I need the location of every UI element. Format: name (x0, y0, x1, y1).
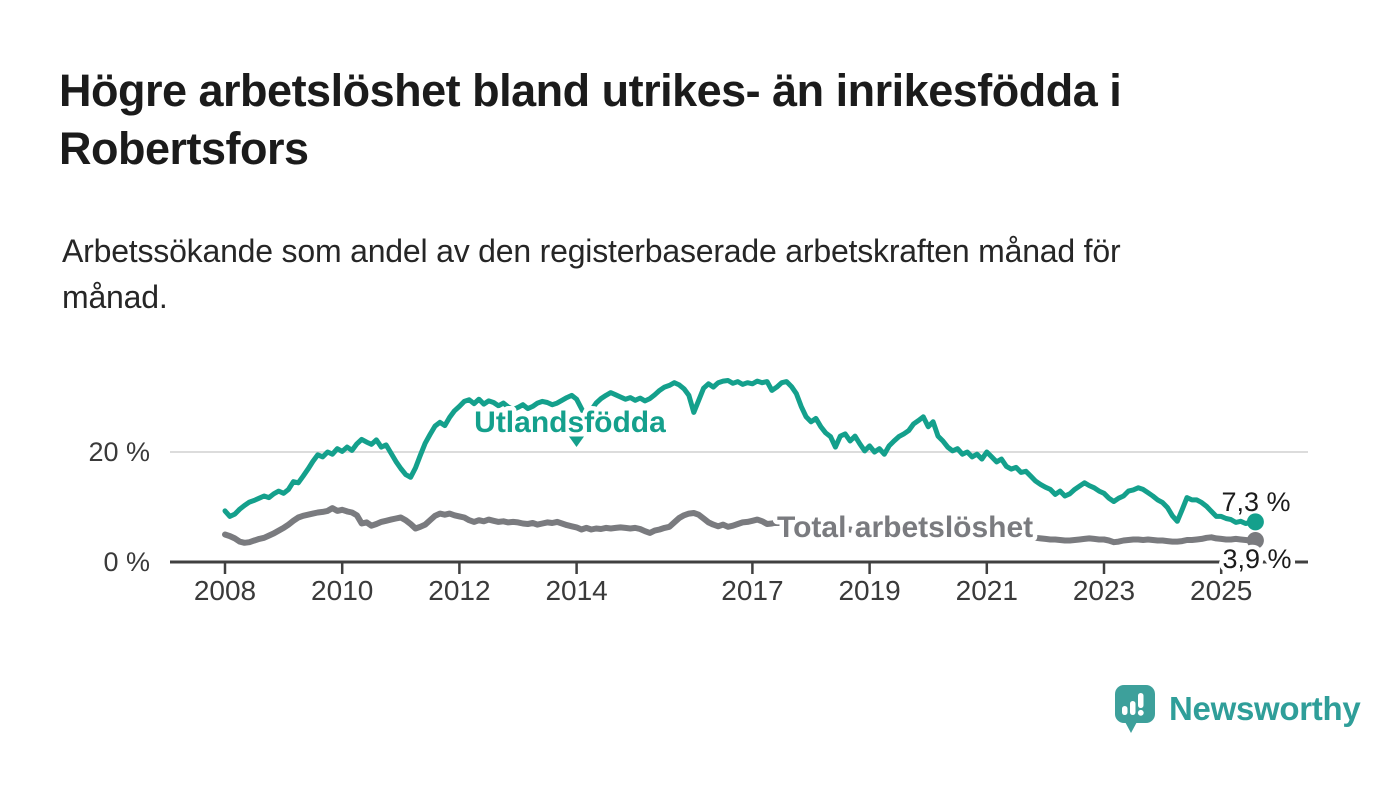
chart-title: Högre arbetslöshet bland utrikes- än inr… (59, 62, 1122, 178)
line-utlandsfodda (222, 378, 1258, 526)
x-axis-tick-label-2025: 2025 (1190, 575, 1252, 606)
x-axis (170, 560, 1308, 574)
x-axis-labels: 2008 2010 2012 2014 2017 2019 2021 2023 2025 (194, 575, 1252, 606)
x-axis-tick-label-2010: 2010 (311, 575, 373, 606)
end-value-label-utlandsfodda: 7,3 % (1221, 487, 1290, 517)
end-value-label-total: 3,9 % (1222, 544, 1291, 574)
chart-title-line-2: Robertsfors (59, 123, 309, 174)
chart-title-line-1: Högre arbetslöshet bland utrikes- än inr… (59, 65, 1122, 116)
x-axis-tick-label-2019: 2019 (838, 575, 900, 606)
end-dot-utlandsfodda (1246, 513, 1264, 531)
series-label-caret-down-icon (569, 436, 584, 447)
chart-subtitle: Arbetssökande som andel av den registerb… (62, 228, 1121, 320)
newsworthy-logo-text: Newsworthy (1169, 690, 1361, 727)
chart-subtitle-line-2: månad. (62, 279, 168, 315)
x-axis-tick-label-2012: 2012 (428, 575, 490, 606)
x-axis-tick-label-2014: 2014 (545, 575, 607, 606)
series-label-utlandsfodda: Utlandsfödda (474, 406, 666, 439)
y-axis-tick-label-20: 20 % (88, 437, 150, 467)
x-axis-tick-label-2008: 2008 (194, 575, 256, 606)
y-axis-tick-label-0: 0 % (103, 547, 150, 577)
newsworthy-logo: Newsworthy (1114, 684, 1361, 734)
chart-subtitle-line-1: Arbetssökande som andel av den registerb… (62, 233, 1121, 269)
end-dot-total (1246, 532, 1264, 549)
series-lines (222, 378, 1259, 546)
x-axis-tick-label-2023: 2023 (1073, 575, 1135, 606)
x-axis-tick-label-2017: 2017 (721, 575, 783, 606)
line-total (222, 505, 1259, 546)
x-axis-tick-label-2021: 2021 (956, 575, 1018, 606)
y-axis-labels: 0 % 20 % (88, 437, 150, 577)
end-dots (1246, 513, 1264, 549)
newsworthy-bubble-icon (1115, 685, 1155, 733)
series-label-total: Total arbetslöshet (777, 511, 1033, 544)
